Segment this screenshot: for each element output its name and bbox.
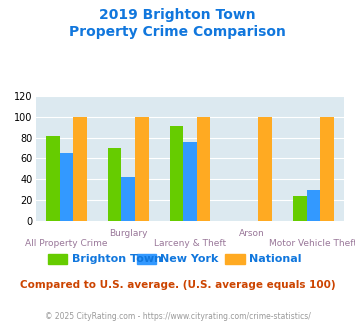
Bar [135, 116, 148, 221]
Bar [320, 116, 334, 221]
Text: 2019 Brighton Town: 2019 Brighton Town [99, 8, 256, 22]
Text: Property Crime Comparison: Property Crime Comparison [69, 25, 286, 39]
Text: Motor Vehicle Theft: Motor Vehicle Theft [269, 239, 355, 248]
Bar [46, 137, 60, 221]
Bar [307, 190, 320, 221]
Text: National: National [249, 254, 302, 264]
Text: All Property Crime: All Property Crime [25, 239, 108, 248]
Bar [258, 116, 272, 221]
Text: Burglary: Burglary [109, 229, 147, 238]
Text: Arson: Arson [239, 229, 264, 238]
Bar [293, 196, 307, 221]
Bar [108, 148, 121, 221]
Bar [73, 116, 87, 221]
Bar [60, 153, 73, 221]
Bar [170, 126, 183, 221]
Text: Larceny & Theft: Larceny & Theft [154, 239, 226, 248]
Bar [121, 177, 135, 221]
Bar [197, 116, 210, 221]
Text: Compared to U.S. average. (U.S. average equals 100): Compared to U.S. average. (U.S. average … [20, 280, 335, 290]
Text: Brighton Town: Brighton Town [72, 254, 162, 264]
Bar [183, 142, 197, 221]
Text: © 2025 CityRating.com - https://www.cityrating.com/crime-statistics/: © 2025 CityRating.com - https://www.city… [45, 312, 310, 321]
Text: New York: New York [160, 254, 219, 264]
